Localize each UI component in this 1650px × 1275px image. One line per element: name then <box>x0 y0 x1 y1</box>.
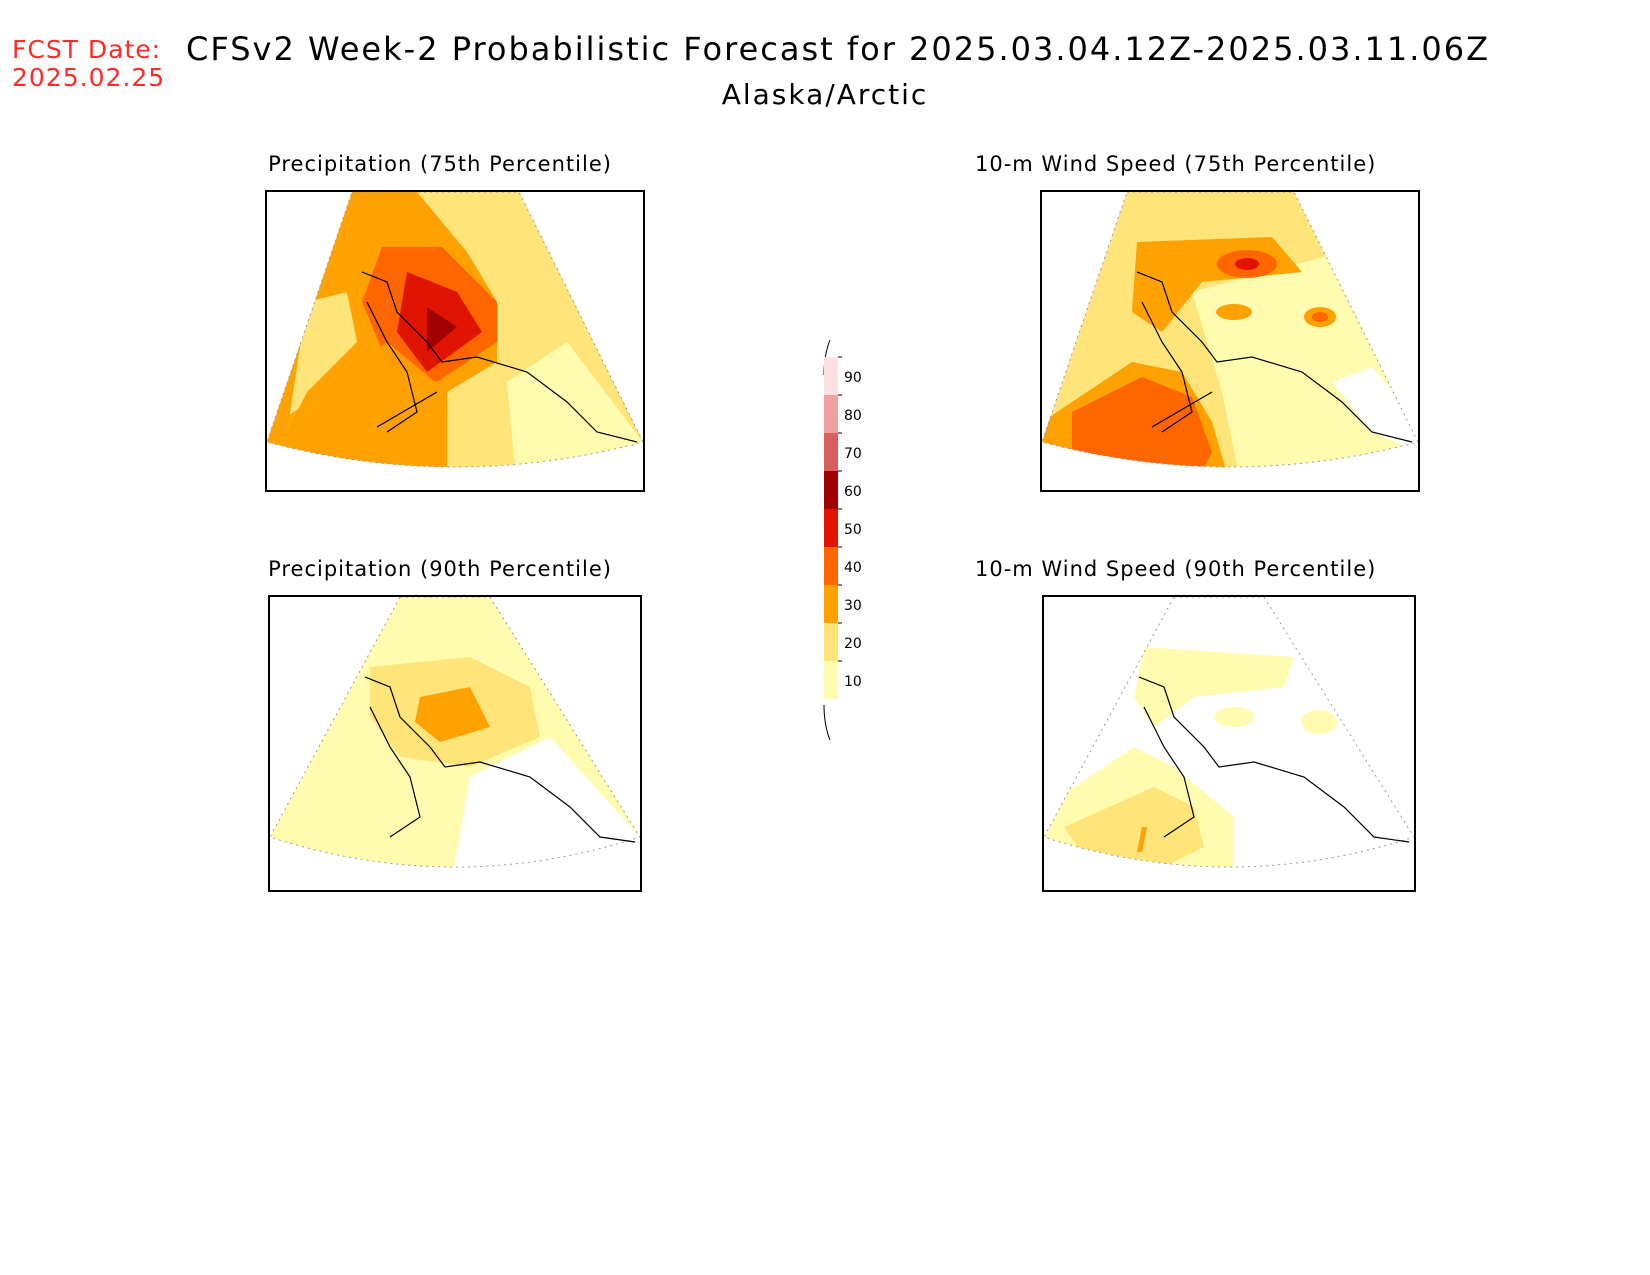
legend-swatch-40 <box>824 547 838 585</box>
forecast-date-block: FCST Date: 2025.02.25 <box>12 36 165 92</box>
legend-swatch-50 <box>824 509 838 547</box>
map-precip-75 <box>265 190 645 492</box>
forecast-date-value: 2025.02.25 <box>12 63 166 92</box>
map-wind-75 <box>1040 190 1420 492</box>
panel-title-wind-75: 10-m Wind Speed (75th Percentile) <box>975 152 1377 176</box>
legend-swatch-10 <box>824 661 838 699</box>
map-precip-90 <box>268 595 642 892</box>
panel-title-precip-75: Precipitation (75th Percentile) <box>268 152 612 176</box>
legend-swatch-60 <box>824 471 838 509</box>
legend-label-60: 60 <box>844 484 862 500</box>
legend-label-30: 30 <box>844 598 862 614</box>
legend-swatch-30 <box>824 585 838 623</box>
legend-swatch-90 <box>824 357 838 395</box>
legend-swatch-70 <box>824 433 838 471</box>
legend-swatch-80 <box>824 395 838 433</box>
legend-label-70: 70 <box>844 446 862 462</box>
panel-title-precip-90: Precipitation (90th Percentile) <box>268 557 612 581</box>
map-wind-90 <box>1042 595 1416 892</box>
color-legend: 10 20 30 40 50 60 70 80 90 <box>820 335 890 745</box>
legend-label-50: 50 <box>844 522 862 538</box>
panel-title-wind-90: 10-m Wind Speed (90th Percentile) <box>975 557 1377 581</box>
legend-swatch-20 <box>824 623 838 661</box>
legend-label-40: 40 <box>844 560 862 576</box>
legend-label-10: 10 <box>844 674 862 690</box>
legend-label-80: 80 <box>844 408 862 424</box>
page-subtitle: Alaska/Arctic <box>721 78 929 111</box>
legend-label-90: 90 <box>844 370 862 386</box>
forecast-date-label: FCST Date: <box>12 35 162 64</box>
page-title: CFSv2 Week-2 Probabilistic Forecast for … <box>186 30 1491 68</box>
legend-label-20: 20 <box>844 636 862 652</box>
